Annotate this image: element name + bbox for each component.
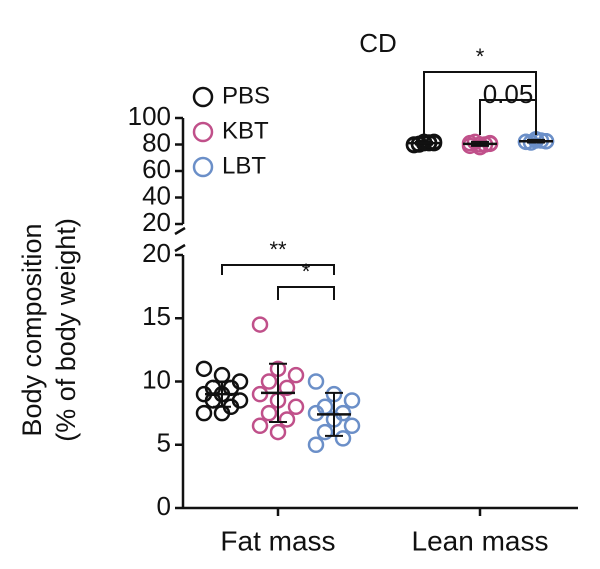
chart-title: CD [359,28,397,58]
y-tick-label: 0 [157,491,171,521]
y-tick-label: 10 [142,364,171,394]
significance-bracket [277,286,335,300]
data-point [251,417,269,435]
legend-label: KBT [222,117,269,144]
data-point [307,404,325,422]
y-axis-label: Body composition (% of body weight) [17,218,81,442]
data-point [287,366,305,384]
x-tick-label: Lean mass [412,525,549,556]
y-tick-label: 40 [142,180,171,210]
y-tick-label: 20 [142,207,171,237]
data-point [251,385,269,403]
data-point [251,316,269,333]
x-tick-label: Fat mass [220,525,335,556]
axis-break [174,243,186,253]
significance-label: * [476,44,485,69]
data-point [260,404,278,422]
legend-label: PBS [222,82,270,109]
data-point [195,404,213,422]
data-point [213,366,231,384]
legend-marker [192,156,214,178]
legend-marker [192,121,214,143]
data-point [307,373,325,390]
legend-marker [192,86,214,108]
y-axis-label-line: Body composition [17,223,47,436]
significance-label: 0.05 [483,79,534,109]
data-point [316,423,334,441]
axis-break [174,226,186,236]
data-point [334,430,352,447]
data-point [287,398,305,416]
y-tick-label: 100 [128,101,171,131]
y-tick-label: 15 [142,301,171,331]
significance-bracket [221,264,335,275]
data-point [471,138,489,156]
data-point [343,417,361,435]
data-point [307,436,325,453]
data-point [343,392,361,409]
y-tick-label: 20 [142,238,171,268]
significance-label: ** [269,237,287,262]
y-tick-label: 60 [142,154,171,184]
data-point [195,360,213,378]
data-point [278,379,296,397]
significance-bracket [479,99,537,135]
y-axis-label-line: (% of body weight) [51,218,81,442]
legend-label: LBT [222,152,266,179]
data-point [278,411,296,428]
significance-label: * [302,259,311,284]
y-tick-label: 80 [142,127,171,157]
data-point [260,373,278,390]
y-tick-label: 5 [157,428,171,458]
data-point [269,423,287,441]
